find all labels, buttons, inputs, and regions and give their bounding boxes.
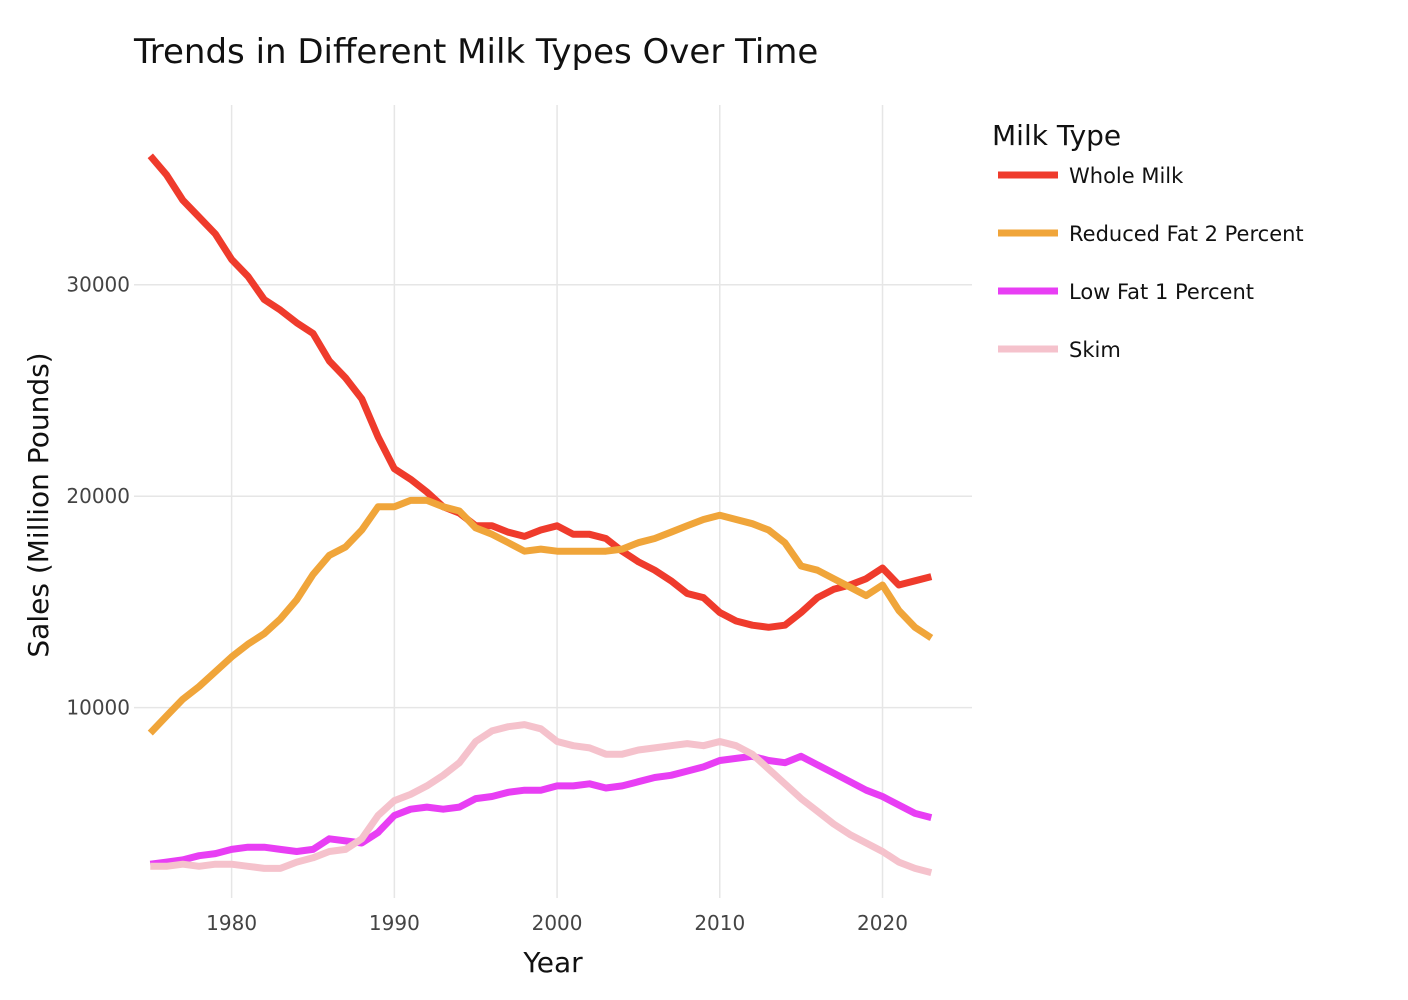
series-lines: [147, 153, 934, 876]
legend-label-low-fat-1-percent: Low Fat 1 Percent: [1069, 280, 1254, 304]
y-axis-ticks: 10000 20000 30000: [66, 273, 130, 720]
legend-label-whole-milk: Whole Milk: [1069, 164, 1184, 188]
x-axis-ticks: 1980 1990 2000 2010 2020: [206, 911, 908, 935]
legend-label-reduced-fat-2-percent: Reduced Fat 2 Percent: [1069, 222, 1304, 246]
chart-title: Trends in Different Milk Types Over Time: [133, 32, 818, 72]
x-axis-title: Year: [522, 946, 583, 979]
series-line-whole-milk: [147, 153, 933, 631]
y-tick-label: 20000: [66, 484, 130, 508]
x-tick-label: 2020: [857, 911, 908, 935]
legend-title: Milk Type: [992, 119, 1121, 152]
series-line-skim: [150, 721, 933, 876]
y-axis-title: Sales (Million Pounds): [22, 352, 55, 657]
y-tick-label: 30000: [66, 273, 130, 297]
x-tick-label: 1980: [206, 911, 257, 935]
legend-label-skim: Skim: [1069, 338, 1121, 362]
legend: Milk Type Whole Milk Reduced Fat 2 Percen…: [992, 119, 1304, 362]
x-tick-label: 1990: [369, 911, 420, 935]
series-line-low-fat-1-percent: [149, 752, 933, 868]
series-line-reduced-fat-2-percent: [147, 496, 934, 736]
y-tick-label: 10000: [66, 696, 130, 720]
gridlines: [134, 105, 972, 898]
x-tick-label: 2000: [532, 911, 583, 935]
x-tick-label: 2010: [694, 911, 745, 935]
